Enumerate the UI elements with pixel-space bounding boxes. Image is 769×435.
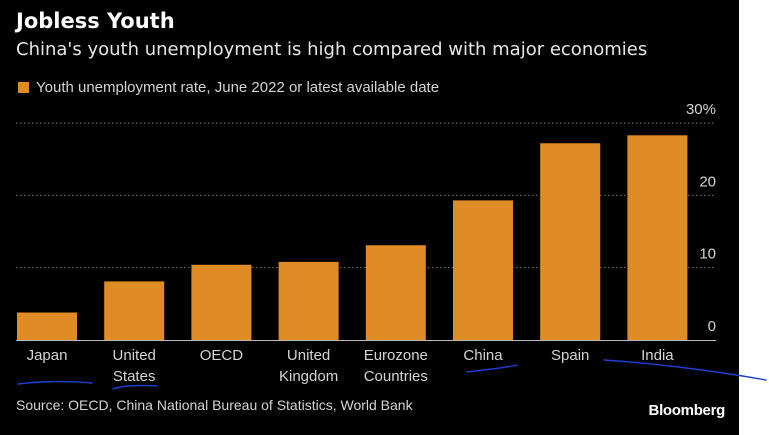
source-note: Source: OECD, China National Bureau of S… [16, 397, 413, 413]
bloomberg-logo: Bloomberg [648, 402, 726, 419]
category-label: China [463, 347, 503, 364]
bar [627, 135, 688, 340]
legend-swatch [18, 81, 29, 93]
category-label: Japan [27, 347, 68, 364]
bar [191, 264, 252, 340]
category-labels: Japan United States OECD United Kingdom Eurozo… [27, 347, 675, 385]
y-tick-label: 30% [686, 101, 716, 118]
y-tick-label: 0 [708, 318, 716, 335]
category-label: United Kingdom [279, 347, 338, 385]
grid-lines [16, 122, 716, 269]
y-axis-ticks: 0 10 20 30% [686, 101, 716, 335]
chart-panel: Jobless Youth China's youth unemployment… [0, 0, 739, 435]
bar [278, 261, 339, 340]
category-label: Spain [551, 347, 589, 364]
chart-subtitle: China's youth unemployment is high compa… [16, 39, 648, 60]
y-tick-label: 10 [699, 246, 716, 263]
bar [104, 281, 165, 340]
bar [453, 200, 513, 340]
category-label: Eurozone Countries [364, 347, 428, 385]
pen-stroke-underline-spain [603, 359, 767, 381]
pen-stroke-underline-japan [17, 380, 93, 385]
bar-chart: 0 10 20 30% Japan United States OECD United King… [16, 101, 716, 385]
bar [540, 143, 601, 340]
category-label: United States [113, 347, 156, 385]
legend: Youth unemployment rate, June 2022 or la… [18, 78, 439, 96]
legend-label: Youth unemployment rate, June 2022 or la… [36, 78, 440, 96]
bar [17, 312, 77, 340]
pen-stroke-underline-china [466, 364, 518, 373]
pen-stroke-underline-united-states [112, 384, 158, 390]
category-label: India [641, 347, 674, 364]
chart-title: Jobless Youth [16, 9, 175, 33]
bars [17, 135, 688, 340]
category-label: OECD [200, 347, 244, 364]
y-tick-label: 20 [699, 173, 716, 190]
bar [365, 245, 426, 340]
